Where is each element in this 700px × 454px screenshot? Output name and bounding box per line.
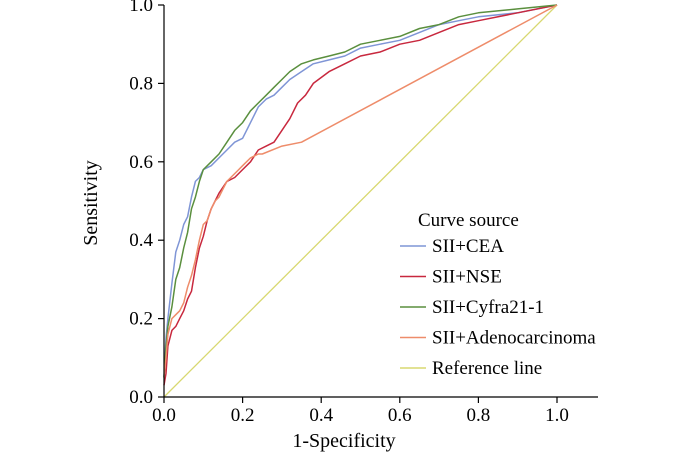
legend-title: Curve source	[418, 210, 519, 231]
series-line-sii-cyfra21-1	[163, 4, 558, 378]
legend-label-sii-adenocarcinoma: SII+Adenocarcinoma	[432, 328, 596, 349]
series-line-sii-cea	[163, 4, 558, 378]
y-ticks: 0.0 0.2 0.4 0.6 0.8 1.0	[129, 0, 164, 408]
y-tick-label: 0.8	[129, 73, 153, 94]
y-tick-label: 1.0	[129, 0, 153, 16]
legend-label-sii-nse: SII+NSE	[432, 267, 502, 288]
legend: Curve source SII+CEA SII+NSE SII+Cyfra21-1…	[400, 210, 596, 379]
series-line-reference-line	[163, 4, 558, 398]
y-tick-label: 0.6	[129, 152, 153, 173]
x-tick-label: 0.4	[309, 405, 333, 426]
x-tick-label: 0.2	[231, 405, 255, 426]
y-axis-label: Sensitivity	[80, 160, 102, 246]
y-tick-label: 0.4	[129, 230, 153, 251]
legend-label-reference-line: Reference line	[432, 358, 542, 379]
series-line-sii-adenocarcinoma	[163, 4, 558, 378]
x-axis-label: 1-Specificity	[292, 430, 395, 452]
x-tick-label: 0.8	[467, 405, 491, 426]
y-tick-label: 0.2	[129, 309, 153, 330]
legend-label-sii-cea: SII+CEA	[432, 236, 504, 257]
y-tick-label: 0.0	[129, 387, 153, 408]
plot-lines	[163, 4, 558, 398]
x-ticks: 0.0 0.2 0.4 0.6 0.8 1.0	[152, 397, 569, 426]
x-tick-label: 0.0	[152, 405, 176, 426]
x-tick-label: 1.0	[545, 405, 569, 426]
series-line-sii-nse	[163, 4, 558, 386]
x-tick-label: 0.6	[388, 405, 412, 426]
axes: 0.0 0.2 0.4 0.6 0.8 1.0 0.0 0.2 0.4 0.6 0.8 1.0	[129, 0, 598, 426]
legend-label-sii-cyfra21-1: SII+Cyfra21-1	[432, 297, 544, 318]
